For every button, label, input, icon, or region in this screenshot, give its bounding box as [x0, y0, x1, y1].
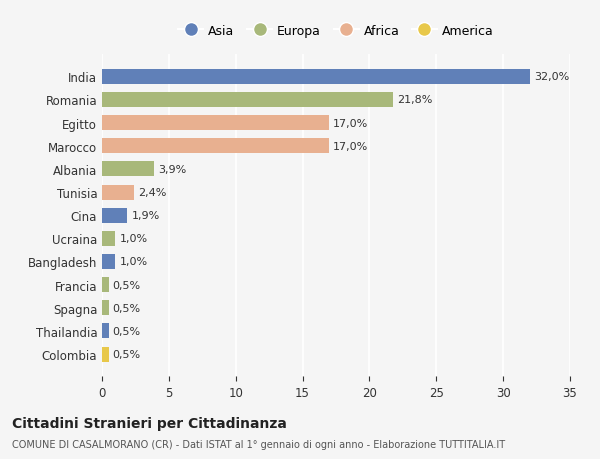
Text: 32,0%: 32,0%: [534, 72, 569, 82]
Text: 2,4%: 2,4%: [138, 188, 166, 198]
Bar: [102, 254, 115, 269]
Text: 1,9%: 1,9%: [131, 211, 160, 221]
Text: 0,5%: 0,5%: [113, 349, 141, 359]
Text: 3,9%: 3,9%: [158, 165, 187, 174]
Text: 1,0%: 1,0%: [119, 257, 148, 267]
Bar: [102, 162, 154, 177]
Bar: [102, 347, 109, 362]
Text: 0,5%: 0,5%: [113, 303, 141, 313]
Text: 0,5%: 0,5%: [113, 280, 141, 290]
Bar: [102, 301, 109, 316]
Bar: [102, 208, 127, 223]
Text: 21,8%: 21,8%: [398, 95, 433, 105]
Text: 0,5%: 0,5%: [113, 326, 141, 336]
Bar: [102, 93, 394, 108]
Bar: [102, 116, 329, 131]
Bar: [102, 231, 115, 246]
Bar: [102, 324, 109, 339]
Bar: [102, 278, 109, 292]
Legend: Asia, Europa, Africa, America: Asia, Europa, Africa, America: [173, 20, 499, 43]
Text: Cittadini Stranieri per Cittadinanza: Cittadini Stranieri per Cittadinanza: [12, 416, 287, 430]
Bar: [102, 185, 134, 200]
Text: 1,0%: 1,0%: [119, 234, 148, 244]
Text: COMUNE DI CASALMORANO (CR) - Dati ISTAT al 1° gennaio di ogni anno - Elaborazion: COMUNE DI CASALMORANO (CR) - Dati ISTAT …: [12, 440, 505, 449]
Text: 17,0%: 17,0%: [334, 118, 368, 129]
Bar: [102, 139, 329, 154]
Text: 17,0%: 17,0%: [334, 141, 368, 151]
Bar: [102, 70, 530, 85]
